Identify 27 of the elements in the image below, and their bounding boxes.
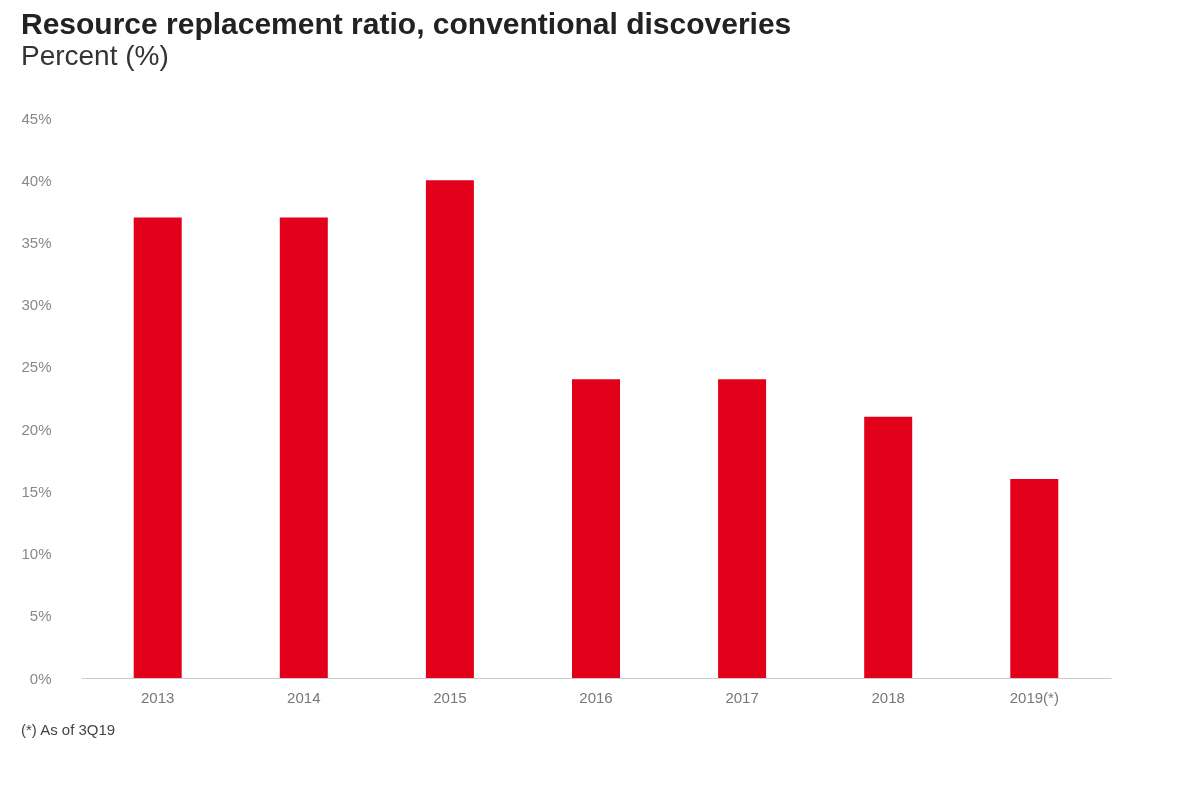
x-tick-label: 2019(*): [1009, 688, 1059, 706]
x-tick-label: 2016: [579, 688, 613, 706]
x-tick-label: 2013: [141, 688, 175, 706]
y-tick-label: 45%: [21, 109, 52, 127]
y-tick-label: 35%: [21, 233, 52, 251]
bar: [572, 379, 620, 678]
y-tick-label: 0%: [29, 669, 52, 687]
bar: [425, 180, 474, 678]
text: (*) As of 3Q19: [21, 721, 116, 738]
y-tick-label: 5%: [29, 607, 52, 625]
y-tick-label: 15%: [21, 482, 52, 500]
bar: [279, 217, 328, 678]
bar: [864, 416, 913, 678]
y-tick-label: 25%: [21, 358, 52, 376]
y-tick-label: 10%: [21, 545, 52, 563]
bar: [718, 379, 767, 678]
chart-subtitle: Percent (%): [20, 40, 169, 71]
x-tick-label: 2014: [287, 688, 321, 706]
x-tick-label: 2018: [871, 688, 905, 706]
chart-title: Resource replacement ratio, conventional discoveries: [20, 7, 792, 40]
bar: [1010, 478, 1059, 678]
x-tick-label: 2017: [725, 688, 759, 706]
y-tick-label: 40%: [21, 171, 52, 189]
y-tick-label: 20%: [21, 420, 52, 438]
y-tick-label: 30%: [21, 296, 52, 314]
x-tick-label: 2015: [433, 688, 467, 706]
bar: [133, 217, 182, 678]
